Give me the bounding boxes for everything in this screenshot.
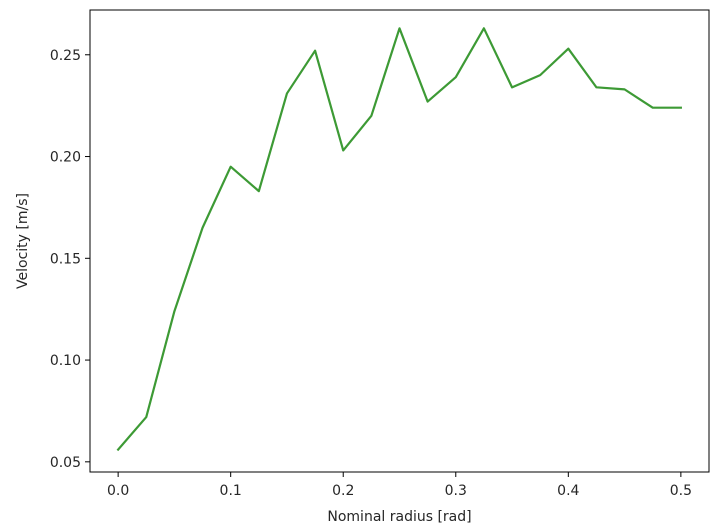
y-tick-label: 0.20: [50, 150, 81, 166]
plot-frame: [89, 9, 710, 473]
x-axis-label: Nominal radius [rad]: [327, 509, 471, 525]
x-tick-label: 0.5: [670, 483, 692, 499]
x-axis: 0.0 0.1 0.2 0.3 0.4 0.5: [107, 472, 692, 499]
x-tick-label: 0.0: [107, 483, 129, 499]
y-axis: 0.05 0.10 0.15 0.20 0.25: [50, 48, 90, 471]
series-layer: [116, 27, 682, 452]
y-tick-label: 0.25: [50, 48, 81, 64]
x-tick-label: 0.3: [445, 483, 467, 499]
plot-area: [90, 10, 709, 472]
x-tick-label: 0.2: [332, 483, 354, 499]
series-line: [116, 27, 682, 452]
y-axis-label: Velocity [m/s]: [15, 193, 31, 289]
y-tick-label: 0.15: [50, 251, 81, 267]
y-tick-label: 0.05: [50, 455, 81, 471]
x-tick-label: 0.4: [557, 483, 579, 499]
x-tick-label: 0.1: [220, 483, 242, 499]
y-tick-label: 0.10: [50, 353, 81, 369]
